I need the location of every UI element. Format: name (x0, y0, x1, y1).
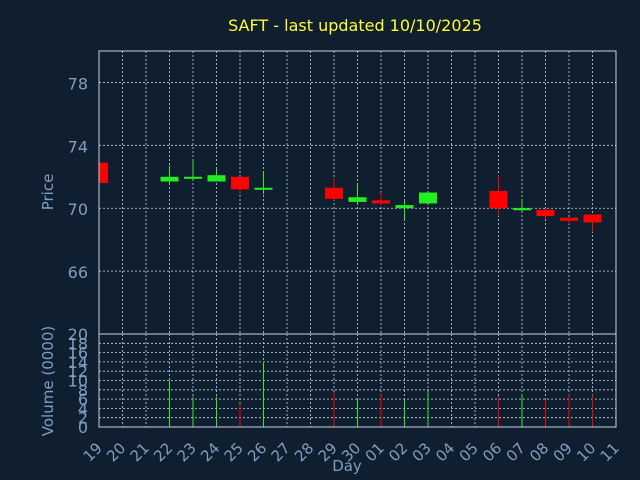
candle (372, 192, 390, 206)
candle (395, 200, 414, 220)
candle-body (583, 214, 602, 223)
chart-title: SAFT - last updated 10/10/2025 (228, 16, 482, 35)
candle (184, 161, 202, 180)
price-tick-label: 78 (68, 74, 88, 93)
candle-body (348, 197, 367, 202)
price-candles (98, 161, 602, 232)
volume-tick-label: 20 (68, 325, 88, 344)
price-tick-label: 70 (68, 200, 88, 219)
candle (207, 168, 226, 182)
candle-body (489, 190, 508, 209)
volume-tick-label: 0 (78, 418, 88, 437)
candle (513, 198, 531, 212)
price-tick-label: 66 (68, 263, 88, 282)
candle-body (184, 176, 202, 179)
candle-body (99, 162, 108, 184)
candle-body (160, 176, 179, 182)
candle (536, 208, 555, 220)
candle-body (325, 187, 343, 199)
volume-tick-label: 8 (78, 381, 88, 400)
candle (231, 176, 249, 195)
candle (348, 183, 367, 204)
candle-body (254, 187, 273, 190)
candle-body (560, 217, 578, 221)
volume-bars (169, 361, 593, 427)
price-axis-ticks: 66 70 74 78 (68, 74, 88, 282)
volume-panel-frame (98, 333, 617, 428)
volume-tick-label: 10 (68, 372, 88, 391)
candle (160, 165, 179, 185)
candle-body (419, 192, 437, 204)
candle-body (207, 175, 226, 182)
volume-axis-label: Volume (0000) (39, 326, 57, 436)
candle-body (536, 209, 555, 217)
candle (325, 178, 343, 201)
volume-tick-label: 14 (68, 353, 88, 372)
candle (560, 217, 578, 224)
x-axis-label: Day (332, 457, 362, 475)
candle-body (231, 176, 249, 190)
candle (98, 162, 108, 184)
price-panel: 66 70 74 78 Price (39, 50, 617, 335)
volume-tick-label: 12 (68, 362, 88, 381)
volume-tick-label: 2 (78, 409, 88, 428)
volume-tick-label: 6 (78, 390, 88, 409)
candle (489, 175, 508, 217)
volume-tick-label: 16 (68, 344, 88, 363)
candle (583, 214, 602, 232)
price-axis-label: Price (39, 174, 57, 211)
candle (419, 192, 437, 204)
volume-tick-label: 18 (68, 334, 88, 353)
candle-body (372, 200, 390, 204)
price-tick-label: 74 (68, 137, 88, 156)
candle-body (513, 208, 531, 211)
candle (254, 172, 273, 195)
candle-body (395, 205, 414, 209)
volume-tick-label: 4 (78, 399, 88, 418)
